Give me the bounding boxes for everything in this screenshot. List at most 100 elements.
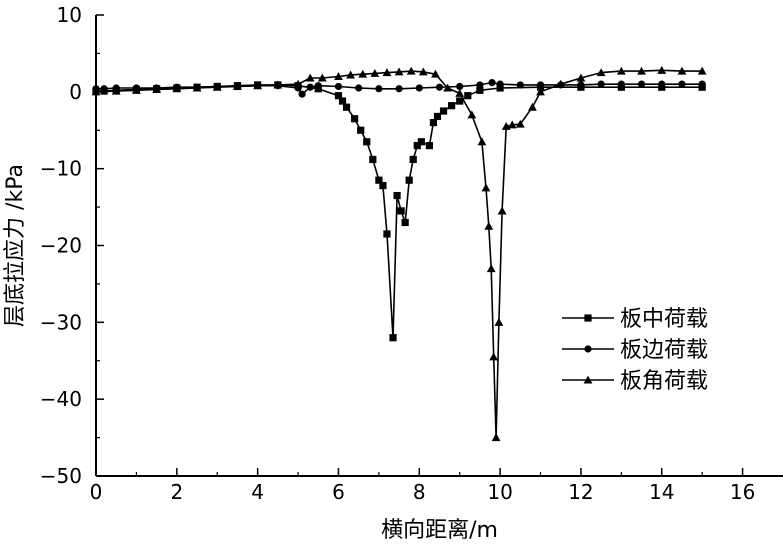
data-point [382, 68, 392, 77]
data-point [152, 85, 162, 94]
data-point [597, 80, 605, 88]
data-point [496, 80, 504, 88]
data-point [439, 107, 448, 115]
data-point [494, 317, 504, 326]
data-point [477, 137, 487, 146]
data-point [406, 66, 416, 75]
y-axis-title: 层底拉应力 /kPa [3, 164, 28, 327]
data-point [658, 80, 666, 88]
data-point [409, 155, 417, 164]
data-point [253, 81, 263, 90]
data-point [425, 142, 433, 150]
data-point [273, 80, 283, 89]
data-point [172, 84, 182, 93]
data-point [192, 83, 202, 92]
data-point [455, 88, 465, 97]
data-point [379, 181, 387, 190]
data-point [334, 82, 343, 91]
data-point [357, 126, 365, 134]
data-point [346, 70, 355, 79]
data-point [306, 83, 314, 91]
data-point [491, 433, 501, 442]
x-tick-label: 12 [568, 480, 593, 504]
data-point [334, 92, 343, 100]
data-point [351, 115, 359, 123]
x-tick-label: 16 [730, 480, 755, 504]
data-point [417, 138, 425, 146]
axes-layer: 0 2 4 6 8 10 12 14 16 10 0 −10 −20 −30 −40 −50 [40, 3, 783, 504]
data-point [100, 85, 108, 93]
data-point [435, 83, 444, 91]
data-point [507, 120, 517, 129]
data-point [484, 221, 494, 230]
data-point [317, 73, 327, 82]
series-square [92, 81, 706, 342]
y-tick-label: −10 [40, 157, 82, 181]
data-point [293, 79, 303, 88]
data-point [212, 82, 222, 91]
data-point [481, 183, 491, 192]
data-point [415, 84, 423, 92]
data-point [476, 81, 484, 89]
series-line [95, 69, 703, 439]
data-point [389, 334, 397, 342]
series-triangle [91, 65, 707, 442]
data-point [616, 66, 626, 75]
y-tick-label: −30 [40, 310, 82, 334]
data-point [429, 118, 438, 127]
data-point [456, 97, 464, 105]
data-point [467, 110, 477, 119]
data-point [369, 155, 377, 164]
data-point [497, 206, 507, 215]
data-point [577, 81, 585, 89]
x-axis-title: 横向距离/m [381, 518, 498, 543]
x-tick-label: 8 [413, 480, 426, 504]
data-point [393, 191, 401, 200]
data-point [516, 81, 524, 89]
data-point [433, 112, 442, 121]
legend-label: 板边荷载 [620, 338, 708, 363]
data-point [698, 80, 706, 88]
data-point [677, 66, 687, 75]
series-layer [91, 65, 707, 442]
y-tick-label: −20 [40, 234, 82, 258]
data-point [556, 79, 566, 88]
data-point [617, 80, 625, 88]
legend-label: 板角荷载 [620, 369, 708, 394]
data-point [488, 79, 496, 87]
legend-marker [583, 375, 593, 384]
data-point [431, 69, 440, 78]
data-point [394, 67, 404, 76]
legend-item: 板角荷载 [562, 369, 708, 394]
data-point [637, 80, 646, 88]
data-point [355, 84, 363, 92]
data-point [363, 138, 371, 146]
x-tick-label: 4 [251, 480, 264, 504]
data-point [401, 218, 409, 227]
data-point [370, 68, 380, 77]
x-tick-label: 14 [649, 480, 674, 504]
data-point [528, 102, 537, 111]
data-point [358, 69, 368, 78]
data-point [536, 81, 545, 89]
data-point [456, 82, 464, 91]
data-point [395, 85, 403, 93]
x-tick-label: 10 [487, 480, 512, 504]
data-point [314, 82, 322, 90]
y-tick-label: −50 [40, 464, 82, 488]
data-point [486, 264, 496, 273]
data-point [536, 87, 545, 96]
data-point [305, 73, 315, 82]
data-point [464, 92, 472, 100]
data-point [418, 67, 428, 76]
y-tick-label: 0 [69, 80, 82, 104]
x-tick-label: 2 [170, 480, 183, 504]
data-point [233, 82, 242, 90]
data-point [338, 97, 347, 105]
y-tick-label: 10 [57, 3, 82, 27]
data-point [375, 176, 383, 184]
legend-label: 板中荷载 [620, 307, 708, 332]
data-point [448, 102, 456, 110]
